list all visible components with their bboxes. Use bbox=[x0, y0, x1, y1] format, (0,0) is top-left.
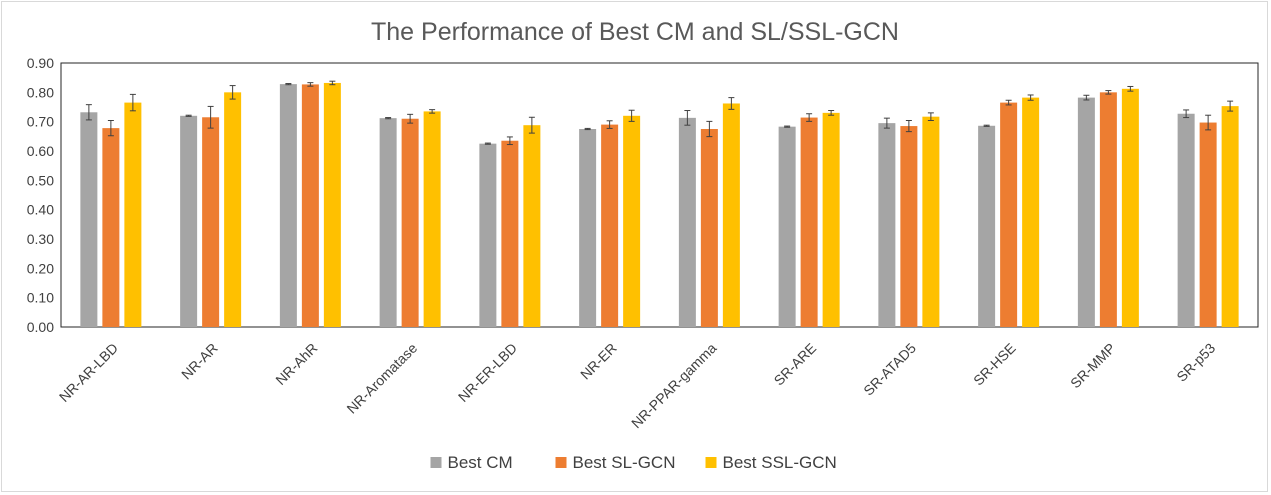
bar bbox=[1099, 92, 1117, 327]
x-category-label: NR-AR bbox=[178, 340, 221, 383]
bar bbox=[224, 92, 242, 327]
bar bbox=[501, 140, 519, 327]
bar bbox=[423, 111, 441, 328]
y-tick-label: 0.70 bbox=[27, 114, 54, 130]
y-tick-label: 0.00 bbox=[27, 319, 54, 335]
y-tick-label: 0.90 bbox=[27, 55, 54, 71]
y-tick-label: 0.80 bbox=[27, 84, 54, 100]
y-tick-label: 0.40 bbox=[27, 202, 54, 218]
bar bbox=[124, 102, 142, 327]
y-tick-label: 0.20 bbox=[27, 260, 54, 276]
bar bbox=[822, 112, 840, 327]
plot-border bbox=[60, 62, 1259, 328]
bar bbox=[523, 125, 541, 327]
y-tick-label: 0.60 bbox=[27, 143, 54, 159]
legend-entry: Best SL-GCN bbox=[573, 453, 676, 472]
bar bbox=[601, 124, 619, 327]
x-category-label: SR-ARE bbox=[771, 340, 820, 389]
legend-entry: Best CM bbox=[448, 453, 513, 472]
x-category-label: SR-HSE bbox=[970, 340, 1019, 389]
y-tick-label: 0.30 bbox=[27, 231, 54, 247]
plot-area: 0.00 0.10 0.20 0.30 0.40 0.50 0.60 0.70 0.80 0.90… bbox=[27, 55, 1259, 432]
bar bbox=[1221, 106, 1239, 328]
bar bbox=[479, 143, 497, 327]
bar bbox=[102, 128, 120, 327]
bar bbox=[1000, 102, 1018, 327]
bar bbox=[722, 103, 740, 327]
bar bbox=[878, 123, 896, 327]
bar bbox=[978, 125, 996, 327]
bar bbox=[323, 82, 341, 328]
bar bbox=[922, 116, 940, 328]
bar bbox=[678, 117, 696, 327]
bar bbox=[80, 112, 98, 327]
bar bbox=[301, 84, 319, 327]
x-category-label: NR-Aromatase bbox=[343, 340, 420, 417]
x-category-label: NR-ER-LBD bbox=[455, 340, 520, 405]
bar bbox=[1177, 113, 1195, 327]
legend-entry: Best SSL-GCN bbox=[723, 453, 837, 472]
x-category-label: SR-p53 bbox=[1173, 340, 1218, 385]
bar bbox=[900, 126, 918, 327]
bar bbox=[401, 118, 419, 327]
bar bbox=[700, 129, 718, 327]
chart-title: The Performance of Best CM and SL/SSL-GC… bbox=[371, 18, 899, 46]
bar bbox=[1199, 122, 1217, 328]
bar bbox=[202, 117, 220, 328]
x-category-label: NR-AR-LBD bbox=[56, 340, 121, 405]
x-category-label: NR-PPAR-gamma bbox=[628, 340, 720, 432]
bar bbox=[1022, 97, 1040, 327]
bar bbox=[379, 118, 397, 327]
bar bbox=[778, 126, 796, 327]
legend-swatch bbox=[430, 457, 442, 468]
bar bbox=[1077, 97, 1095, 327]
x-category-label: SR-MMP bbox=[1067, 340, 1118, 391]
bar bbox=[279, 84, 297, 328]
x-category-label: NR-ER bbox=[577, 340, 620, 383]
y-tick-label: 0.50 bbox=[27, 172, 54, 188]
legend: Best CM Best SL-GCN Best SSL-GCN bbox=[430, 453, 837, 472]
x-category-label: SR-ATAD5 bbox=[860, 340, 919, 399]
legend-swatch bbox=[705, 457, 717, 468]
y-tick-label: 0.10 bbox=[27, 290, 54, 306]
legend-swatch bbox=[555, 457, 567, 468]
x-category-label: NR-AhR bbox=[272, 340, 320, 388]
bar bbox=[800, 117, 818, 327]
bar bbox=[180, 115, 198, 327]
bar bbox=[1121, 88, 1139, 328]
bar bbox=[579, 129, 597, 327]
bar bbox=[623, 115, 641, 327]
